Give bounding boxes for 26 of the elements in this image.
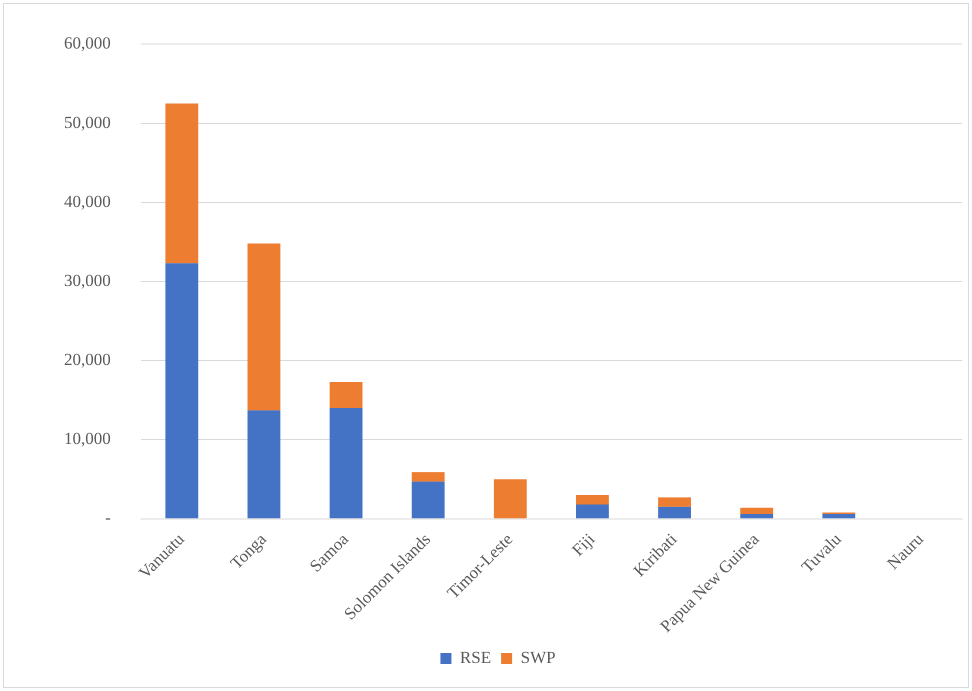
bar — [330, 382, 362, 408]
bar — [165, 263, 198, 518]
bar — [412, 482, 445, 518]
legend-label: SWP — [520, 648, 556, 667]
bar — [576, 504, 609, 518]
bar — [740, 514, 774, 518]
y-tick-label: - — [105, 508, 112, 528]
x-tick-label: Fiji — [568, 529, 599, 560]
bar — [165, 104, 198, 264]
y-tick-label: 50,000 — [64, 112, 111, 132]
bar — [248, 244, 280, 410]
bar — [658, 506, 691, 518]
legend-label: RSE — [460, 648, 492, 667]
bar — [248, 410, 280, 518]
y-tick-label: 40,000 — [64, 192, 111, 211]
bar — [740, 508, 774, 514]
y-tick-label: 10,000 — [64, 429, 111, 448]
y-tick-label: 30,000 — [64, 270, 111, 290]
bar — [330, 408, 362, 518]
bar — [576, 495, 609, 505]
y-tick-label: 60,000 — [64, 34, 111, 53]
y-tick-label: 20,000 — [64, 350, 111, 370]
bar — [658, 497, 691, 507]
bar — [494, 479, 527, 518]
bar — [412, 472, 445, 482]
bar — [822, 514, 856, 518]
